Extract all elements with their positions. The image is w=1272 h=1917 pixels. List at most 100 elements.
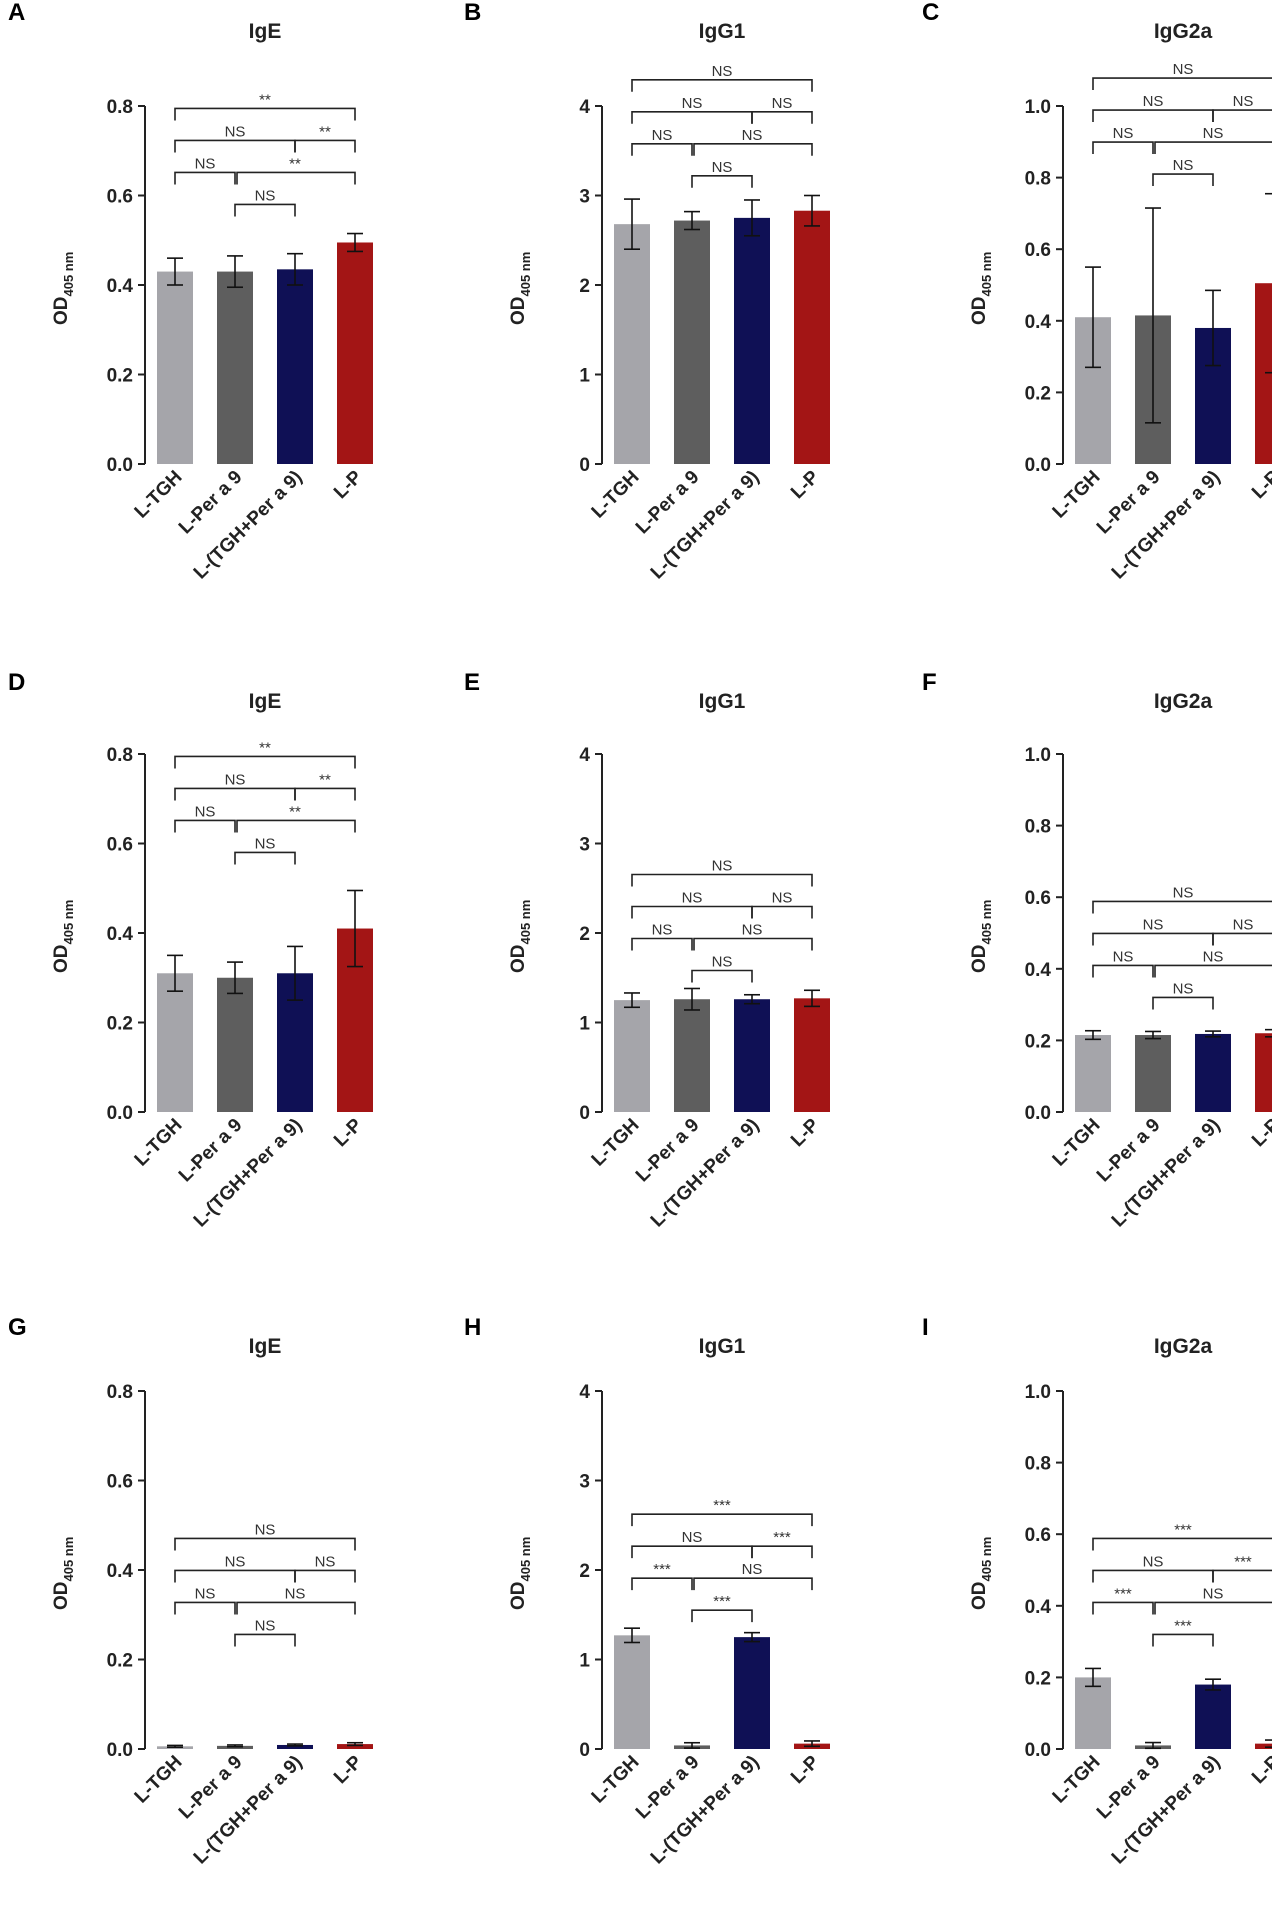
y-tick-label: 1.0: [1025, 97, 1051, 118]
bar-l-tgh-per-a-9-: [734, 999, 770, 1112]
y-axis-label-main: OD: [969, 297, 990, 326]
bar-l-tgh-per-a-9-: [1195, 1684, 1231, 1749]
x-category-label: L-TGH: [131, 1752, 187, 1808]
y-tick-label: 0.4: [107, 924, 134, 945]
significance-label: NS: [742, 127, 763, 144]
bar-l-p: [1255, 283, 1272, 464]
bar-l-tgh: [1075, 1677, 1111, 1749]
bar-l-per-a-9: [217, 977, 253, 1112]
panel-letter: I: [922, 1314, 929, 1341]
y-tick-label: 0.2: [107, 1651, 133, 1672]
bar-l-tgh: [614, 1000, 650, 1112]
y-tick-label: 0.8: [1025, 169, 1051, 190]
bar-l-p: [1255, 1033, 1272, 1112]
bar-l-p: [337, 1744, 373, 1749]
significance-label: ***: [713, 1497, 731, 1514]
y-axis-label-sub: 405 nm: [518, 1537, 533, 1582]
significance-bracket: [751, 1545, 813, 1559]
significance-bracket: [691, 175, 753, 188]
significance-label: NS: [1143, 916, 1164, 933]
y-tick-label: 2: [579, 924, 590, 945]
significance-label: ***: [1174, 1521, 1192, 1538]
y-tick-label: 4: [579, 745, 590, 766]
significance-bracket: [691, 1609, 753, 1623]
y-tick-label: 0.8: [107, 1382, 133, 1403]
significance-bracket: [1152, 1633, 1214, 1647]
y-tick-label: 0.4: [1025, 1597, 1052, 1618]
bar-l-tgh: [614, 1635, 650, 1749]
x-category-label: L-TGH: [1049, 1752, 1105, 1808]
y-tick-label: 1: [579, 1651, 590, 1672]
y-tick-label: 0.6: [1025, 888, 1051, 909]
y-tick-label: 0.6: [1025, 1525, 1051, 1546]
significance-bracket: [631, 873, 813, 887]
bar-l-tgh: [1075, 1035, 1111, 1112]
significance-label: NS: [255, 835, 276, 852]
significance-bracket: [1092, 77, 1272, 91]
panel-title: IgG2a: [1154, 1335, 1213, 1358]
y-axis-label-main: OD: [508, 945, 529, 974]
y-tick-label: 0.0: [107, 455, 133, 476]
y-axis-label-sub: 405 nm: [518, 252, 533, 297]
significance-bracket: [236, 1601, 356, 1615]
significance-label: ***: [1174, 1617, 1192, 1634]
y-tick-label: 0.2: [107, 1014, 133, 1035]
panel-letter: B: [464, 0, 481, 26]
significance-bracket: [1092, 109, 1214, 123]
significance-bracket: [693, 143, 813, 156]
significance-label: NS: [1203, 1585, 1224, 1602]
significance-label: NS: [1113, 125, 1134, 142]
significance-label: ***: [713, 1593, 731, 1610]
x-category-label: L-(TGH+Per a 9): [190, 1115, 307, 1232]
panel-title: IgG2a: [1154, 20, 1213, 43]
x-category-label: L-TGH: [1049, 1115, 1105, 1171]
significance-label: ***: [1234, 1553, 1252, 1570]
significance-label: **: [259, 91, 271, 108]
significance-label: NS: [712, 159, 733, 176]
y-axis-label: OD405 nm: [51, 252, 76, 325]
x-category-label: L-(TGH+Per a 9): [647, 1115, 764, 1232]
significance-bracket: [174, 787, 296, 801]
significance-label: NS: [195, 155, 216, 172]
y-axis-label: OD405 nm: [969, 252, 994, 325]
y-tick-label: 3: [579, 835, 590, 856]
significance-bracket: [631, 79, 813, 92]
significance-bracket: [1212, 1569, 1272, 1583]
y-tick-label: 0.4: [1025, 312, 1052, 333]
x-category-label: L-(TGH+Per a 9): [1108, 467, 1225, 584]
bar-l-p: [337, 242, 373, 464]
y-axis-label: OD405 nm: [508, 252, 533, 325]
y-axis-label-main: OD: [508, 1582, 529, 1611]
y-tick-label: 3: [579, 1472, 590, 1493]
y-axis-label-main: OD: [51, 297, 72, 326]
significance-bracket: [1092, 900, 1272, 914]
panel-letter: H: [464, 1314, 481, 1341]
significance-label: ***: [653, 1561, 671, 1578]
significance-bracket: [1092, 141, 1154, 155]
y-axis-label-sub: 405 nm: [61, 252, 76, 297]
significance-label: NS: [742, 1561, 763, 1578]
significance-label: NS: [195, 803, 216, 820]
panel-title: IgG1: [699, 1335, 746, 1358]
panel-title: IgG1: [699, 690, 746, 713]
y-axis-label-sub: 405 nm: [518, 900, 533, 945]
significance-label: **: [289, 155, 301, 172]
y-axis-label: OD405 nm: [51, 900, 76, 973]
y-tick-label: 2: [579, 276, 590, 297]
y-tick-label: 0: [579, 1740, 590, 1761]
significance-label: NS: [652, 127, 673, 144]
panel-letter: C: [922, 0, 939, 26]
y-tick-label: 0.4: [1025, 960, 1052, 981]
y-tick-label: 0.0: [1025, 1103, 1051, 1124]
y-tick-label: 0.6: [107, 187, 133, 208]
y-tick-label: 0: [579, 455, 590, 476]
y-tick-label: 0.0: [1025, 455, 1051, 476]
y-tick-label: 0.2: [1025, 1668, 1051, 1689]
significance-bracket: [631, 1545, 753, 1559]
x-category-label: L-(TGH+Per a 9): [190, 467, 307, 584]
significance-bracket: [234, 203, 296, 217]
y-tick-label: 1: [579, 366, 590, 387]
